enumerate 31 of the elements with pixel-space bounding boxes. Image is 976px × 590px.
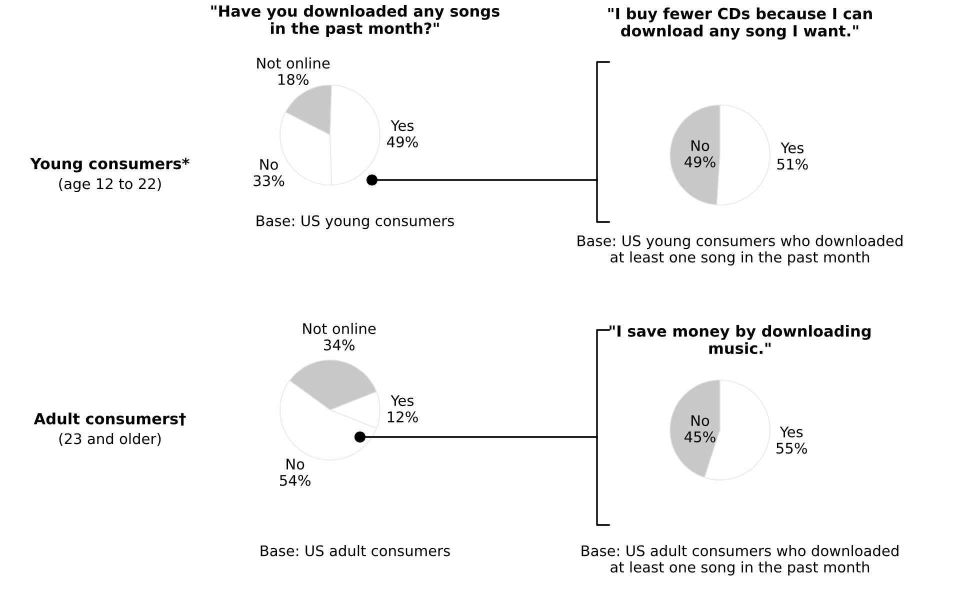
slice-label: No — [692, 415, 710, 426]
data-label: 45% — [684, 431, 716, 442]
text: Base: US adult consumers who downloaded at least one song in the past month — [582, 545, 898, 576]
data-label: 33% — [254, 175, 284, 186]
slice-label: Yes — [390, 395, 414, 406]
text: Base: US adult consumers — [260, 545, 450, 556]
text: Adult consumers† — [34, 412, 186, 426]
data-label: 49% — [387, 136, 418, 148]
data-label: 55% — [776, 442, 808, 454]
chart-title: "Have you downloaded any songs in the past month?" — [211, 5, 500, 38]
data-label: 54% — [280, 474, 310, 486]
data-label: 49% — [684, 156, 716, 168]
text: (23 and older) — [59, 432, 161, 446]
text: Young consumers* — [30, 158, 190, 172]
slice-label: Yes — [780, 142, 804, 154]
slice-label: No — [692, 140, 710, 152]
data-label: 18% — [278, 74, 308, 85]
slice-label: No — [286, 458, 304, 470]
slice-label: Yes — [390, 120, 414, 132]
text: Base: US young consumers who downloaded at least one song in the past month — [578, 235, 902, 266]
slice-label: Yes — [780, 426, 803, 438]
data-label: 12% — [388, 411, 418, 422]
text: Base: US young consumers — [256, 215, 454, 230]
text: (age 12 to 22) — [59, 178, 161, 192]
slice-label: Not online — [257, 57, 330, 69]
data-label: 34% — [324, 339, 354, 350]
slice-label: No — [260, 159, 278, 170]
data-label: 51% — [777, 158, 808, 170]
chart-title: "I buy fewer CDs because I can download any song I want." — [608, 8, 872, 40]
slice-label: Not online — [303, 322, 376, 334]
chart-title: "I save money by downloading music." — [610, 325, 871, 354]
